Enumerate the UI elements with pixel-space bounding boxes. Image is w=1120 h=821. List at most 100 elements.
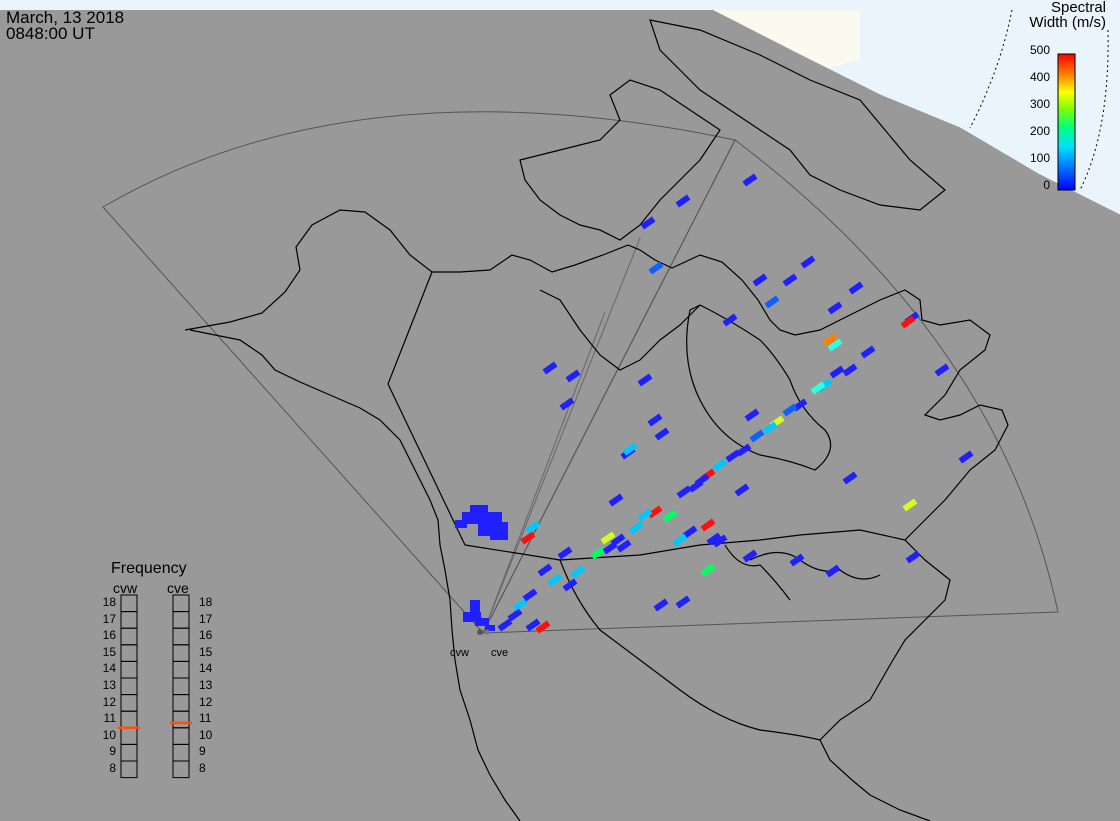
- echo-cell: [672, 533, 688, 547]
- frequency-tick: 12: [102, 694, 116, 709]
- echo-cluster: [455, 520, 467, 528]
- echo-cell: [736, 443, 752, 457]
- frequency-tick: 15: [102, 644, 116, 659]
- echo-cell: [547, 573, 563, 587]
- radar-label-cvw: cvw: [450, 647, 469, 659]
- colorbar-title-line1: Spectral: [1050, 0, 1106, 16]
- terminator-edge: [711, 9, 1120, 216]
- coastlines: [184, 19, 1009, 821]
- echo-cell: [958, 450, 974, 464]
- echo-cell: [744, 408, 760, 422]
- echo-cell: [590, 546, 606, 560]
- frequency-cell: [172, 760, 190, 779]
- echo-cell: [654, 427, 670, 441]
- echo-cell: [640, 216, 656, 230]
- colorbar-tick: 400: [1029, 70, 1050, 84]
- frequency-tick: 17: [102, 611, 116, 626]
- echo-cell: [653, 598, 669, 612]
- frequency-tick: 16: [102, 628, 116, 643]
- echo-cell: [676, 485, 692, 499]
- echo-cells: [455, 173, 974, 634]
- frequency-tick: 11: [199, 711, 212, 726]
- echo-cell: [675, 595, 691, 609]
- echo-cell: [522, 588, 538, 602]
- radar-site-cve: [484, 629, 490, 635]
- echo-cell: [902, 498, 918, 512]
- frequency-tick: 16: [199, 628, 213, 643]
- echo-cell: [647, 505, 663, 519]
- echo-cluster: [462, 512, 502, 524]
- echo-cell: [675, 194, 691, 208]
- frequency-tick: 14: [102, 661, 116, 676]
- echo-cell: [682, 525, 698, 539]
- frequency-tick: 9: [199, 744, 206, 759]
- echo-cell: [507, 608, 523, 622]
- echo-cluster: [470, 600, 480, 614]
- echo-cell: [842, 471, 858, 485]
- daylight-land: [712, 10, 860, 70]
- radar-site-cvw: [477, 629, 483, 635]
- frequency-tick: 17: [199, 611, 213, 626]
- echo-cell: [749, 429, 765, 443]
- echo-cell: [725, 449, 741, 463]
- echo-cell: [647, 413, 663, 427]
- echo-cell: [734, 483, 750, 497]
- echo-cell: [764, 295, 780, 309]
- frequency-tick: 11: [103, 711, 116, 726]
- night-terminator: [0, 10, 1120, 821]
- echo-cell: [559, 397, 575, 411]
- echo-cell: [827, 301, 843, 315]
- frequency-tick: 18: [199, 595, 213, 609]
- echo-cell: [662, 509, 678, 523]
- echo-cell: [848, 281, 864, 295]
- echo-cell: [800, 255, 816, 269]
- echo-cell: [752, 273, 768, 287]
- echo-cell: [637, 508, 653, 522]
- echo-cell: [537, 563, 553, 577]
- date-label: March, 13 2018: [6, 8, 125, 27]
- echo-cell: [570, 565, 586, 579]
- echo-cell: [905, 550, 921, 564]
- echo-cell: [600, 531, 616, 545]
- echo-cluster: [490, 530, 508, 540]
- echo-cell: [512, 598, 528, 612]
- echo-cell: [829, 365, 845, 379]
- echo-cell: [860, 345, 876, 359]
- echo-cell: [622, 442, 638, 456]
- echo-cell: [688, 479, 704, 493]
- echo-cell: [628, 521, 644, 535]
- colorbar-tick: 300: [1029, 97, 1050, 111]
- echo-cell: [700, 563, 716, 577]
- echo-cell: [608, 493, 624, 507]
- latitude-circle: [1079, 29, 1109, 191]
- echo-cluster: [463, 612, 481, 622]
- echo-cell: [497, 618, 513, 632]
- frequency-tick: 10: [102, 727, 116, 742]
- echo-cluster: [475, 618, 489, 626]
- echo-cell: [722, 313, 738, 327]
- echo-cell: [535, 620, 551, 634]
- fov-beam-line: [482, 237, 641, 634]
- echo-cell: [706, 532, 722, 546]
- frequency-tick: 13: [199, 678, 213, 692]
- time-label: 0848:00 UT: [6, 24, 95, 43]
- echo-cell: [742, 173, 758, 187]
- frequency-radar-label-cve: cve: [167, 580, 189, 596]
- colorbar-title-line2: Width (m/s): [1029, 14, 1106, 31]
- timestamp: March, 13 2018 0848:00 UT: [6, 8, 125, 43]
- frequency-scales: [118, 594, 192, 779]
- frequency-tick: 10: [199, 727, 213, 742]
- echo-cell: [616, 539, 632, 553]
- radar-label-cve: cve: [491, 647, 509, 659]
- colorbar-tick: 200: [1029, 124, 1050, 138]
- echo-cell: [934, 363, 950, 377]
- frequency-title: Frequency: [111, 560, 187, 577]
- echo-cell: [742, 549, 758, 563]
- fov-outline-cvw: [102, 111, 736, 634]
- frequency-tick: 14: [199, 661, 213, 676]
- frequency-tick: 8: [109, 761, 116, 775]
- echo-cell: [637, 373, 653, 387]
- colorbar-tick: 100: [1029, 151, 1050, 165]
